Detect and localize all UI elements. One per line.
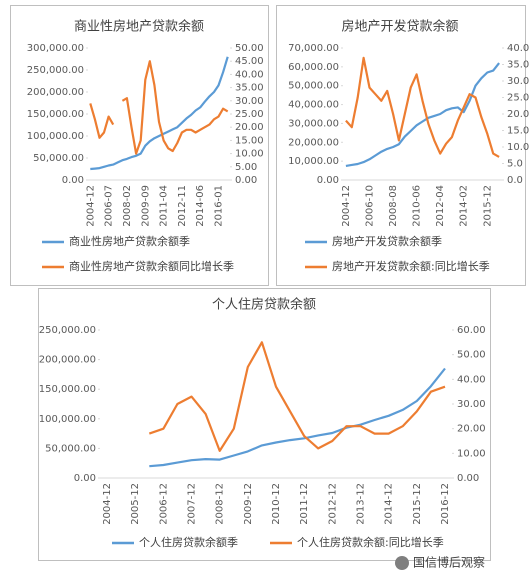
legend-label: 个人住房贷款余额:同比增长季 <box>297 535 444 549</box>
watermark-icon <box>395 556 409 570</box>
x-tick-label: 2008-12 <box>215 483 226 525</box>
y-tick-label: 0.00 <box>74 473 96 484</box>
x-tick-label: 2012-04 <box>435 185 446 227</box>
chart-frame <box>38 288 491 561</box>
y2-tick-label: 15.00 <box>235 135 264 146</box>
x-tick-label: 2016-12 <box>440 483 451 525</box>
y2-tick-label: 0.0 <box>507 175 523 186</box>
y-tick-label: 20,000.00 <box>288 137 339 148</box>
y2-tick-label: 40.00 <box>457 374 486 385</box>
y2-tick-label: 50.00 <box>235 43 264 54</box>
watermark: 国信博后观察 <box>413 555 485 570</box>
x-tick-label: 2014-06 <box>195 185 206 227</box>
series-line <box>90 56 229 171</box>
x-tick-label: 2014-02 <box>459 185 470 227</box>
series-line <box>345 56 500 158</box>
x-tick-label: 2012-12 <box>327 483 338 525</box>
x-tick-label: 2013-12 <box>355 483 366 525</box>
x-tick-label: 2004-12 <box>341 185 352 227</box>
y2-tick-label: 30.00 <box>235 96 264 107</box>
series-line <box>148 341 446 452</box>
x-tick-label: 2011-04 <box>159 185 170 227</box>
legend-label: 个人住房贷款余额季 <box>139 535 238 549</box>
y2-tick-label: 40.0 <box>507 43 529 54</box>
x-tick-label: 2015-12 <box>412 483 423 525</box>
x-tick-label: 2008-08 <box>388 185 399 227</box>
legend-label: 房地产开发贷款余额:同比增长季 <box>332 259 490 273</box>
x-tick-label: 2004-12 <box>102 483 113 525</box>
y2-tick-label: 40.00 <box>235 69 264 80</box>
y2-tick-label: 35.0 <box>507 60 529 71</box>
y-tick-label: 50,000.00 <box>45 443 96 454</box>
x-tick-label: 2006-07 <box>104 185 115 227</box>
y-tick-label: 10,000.00 <box>288 156 339 167</box>
x-tick-label: 2016-01 <box>214 185 225 227</box>
x-tick-label: 2014-12 <box>384 483 395 525</box>
y2-tick-label: 0.00 <box>235 175 257 186</box>
y2-tick-label: 5.00 <box>235 162 257 173</box>
series-line <box>345 62 500 167</box>
y-tick-label: 60,000.00 <box>288 62 339 73</box>
x-tick-label: 2006-12 <box>158 483 169 525</box>
y2-tick-label: 0.00 <box>457 473 479 484</box>
x-tick-label: 2010-12 <box>271 483 282 525</box>
y-tick-label: 50,000.00 <box>288 81 339 92</box>
y-tick-label: 300,000.00 <box>27 43 84 54</box>
y2-tick-label: 10.00 <box>457 448 486 459</box>
y-tick-label: 40,000.00 <box>288 100 339 111</box>
x-tick-label: 2008-02 <box>122 185 133 227</box>
y2-tick-label: 30.0 <box>507 76 529 87</box>
legend-label: 商业性房地产贷款余额同比增长季 <box>69 259 234 273</box>
x-tick-label: 2004-12 <box>85 185 96 227</box>
y2-tick-label: 35.00 <box>235 83 264 94</box>
x-tick-label: 2006-10 <box>365 185 376 227</box>
x-tick-label: 2015-12 <box>482 185 493 227</box>
y-tick-label: 100,000.00 <box>27 131 84 142</box>
y-tick-label: 250,000.00 <box>39 325 96 336</box>
y2-tick-label: 50.00 <box>457 350 486 361</box>
x-tick-label: 2005-12 <box>130 483 141 525</box>
y2-tick-label: 10.0 <box>507 142 529 153</box>
y2-tick-label: 45.00 <box>235 56 264 67</box>
y2-tick-label: 5.0 <box>507 159 523 170</box>
y-tick-label: 250,000.00 <box>27 65 84 76</box>
y2-tick-label: 15.0 <box>507 126 529 137</box>
chart-title: 房地产开发贷款余额 <box>341 19 458 35</box>
y-tick-label: 50,000.00 <box>33 153 84 164</box>
x-tick-label: 2010-06 <box>412 185 423 227</box>
y2-tick-label: 25.00 <box>235 109 264 120</box>
legend-label: 房地产开发贷款余额季 <box>332 234 442 248</box>
chart-title: 个人住房贷款余额 <box>212 297 316 313</box>
chart-frame <box>276 5 526 286</box>
legend-label: 商业性房地产贷款余额季 <box>69 234 190 248</box>
y-tick-label: 30,000.00 <box>288 118 339 129</box>
x-tick-label: 2007-12 <box>187 483 198 525</box>
y-tick-label: 150,000.00 <box>27 109 84 120</box>
y-tick-label: 0.00 <box>317 175 339 186</box>
x-tick-label: 2012-11 <box>177 185 188 227</box>
y-tick-label: 200,000.00 <box>27 87 84 98</box>
x-tick-label: 2009-12 <box>243 483 254 525</box>
y2-tick-label: 30.00 <box>457 399 486 410</box>
y-tick-label: 200,000.00 <box>39 355 96 366</box>
y-tick-label: 150,000.00 <box>39 384 96 395</box>
y2-tick-label: 60.00 <box>457 325 486 336</box>
chart-frame <box>10 5 269 286</box>
y-tick-label: 100,000.00 <box>39 414 96 425</box>
series-line <box>89 60 229 155</box>
x-tick-label: 2009-09 <box>140 185 151 227</box>
y2-tick-label: 25.0 <box>507 93 529 104</box>
x-tick-label: 2011-12 <box>299 483 310 525</box>
y2-tick-label: 20.00 <box>235 122 264 133</box>
y-tick-label: 70,000.00 <box>288 43 339 54</box>
series-line <box>149 367 446 468</box>
chart-title: 商业性房地产贷款余额 <box>74 19 204 35</box>
y2-tick-label: 10.00 <box>235 149 264 160</box>
y-tick-label: 0.00 <box>62 175 84 186</box>
y2-tick-label: 20.00 <box>457 424 486 435</box>
y2-tick-label: 20.0 <box>507 109 529 120</box>
